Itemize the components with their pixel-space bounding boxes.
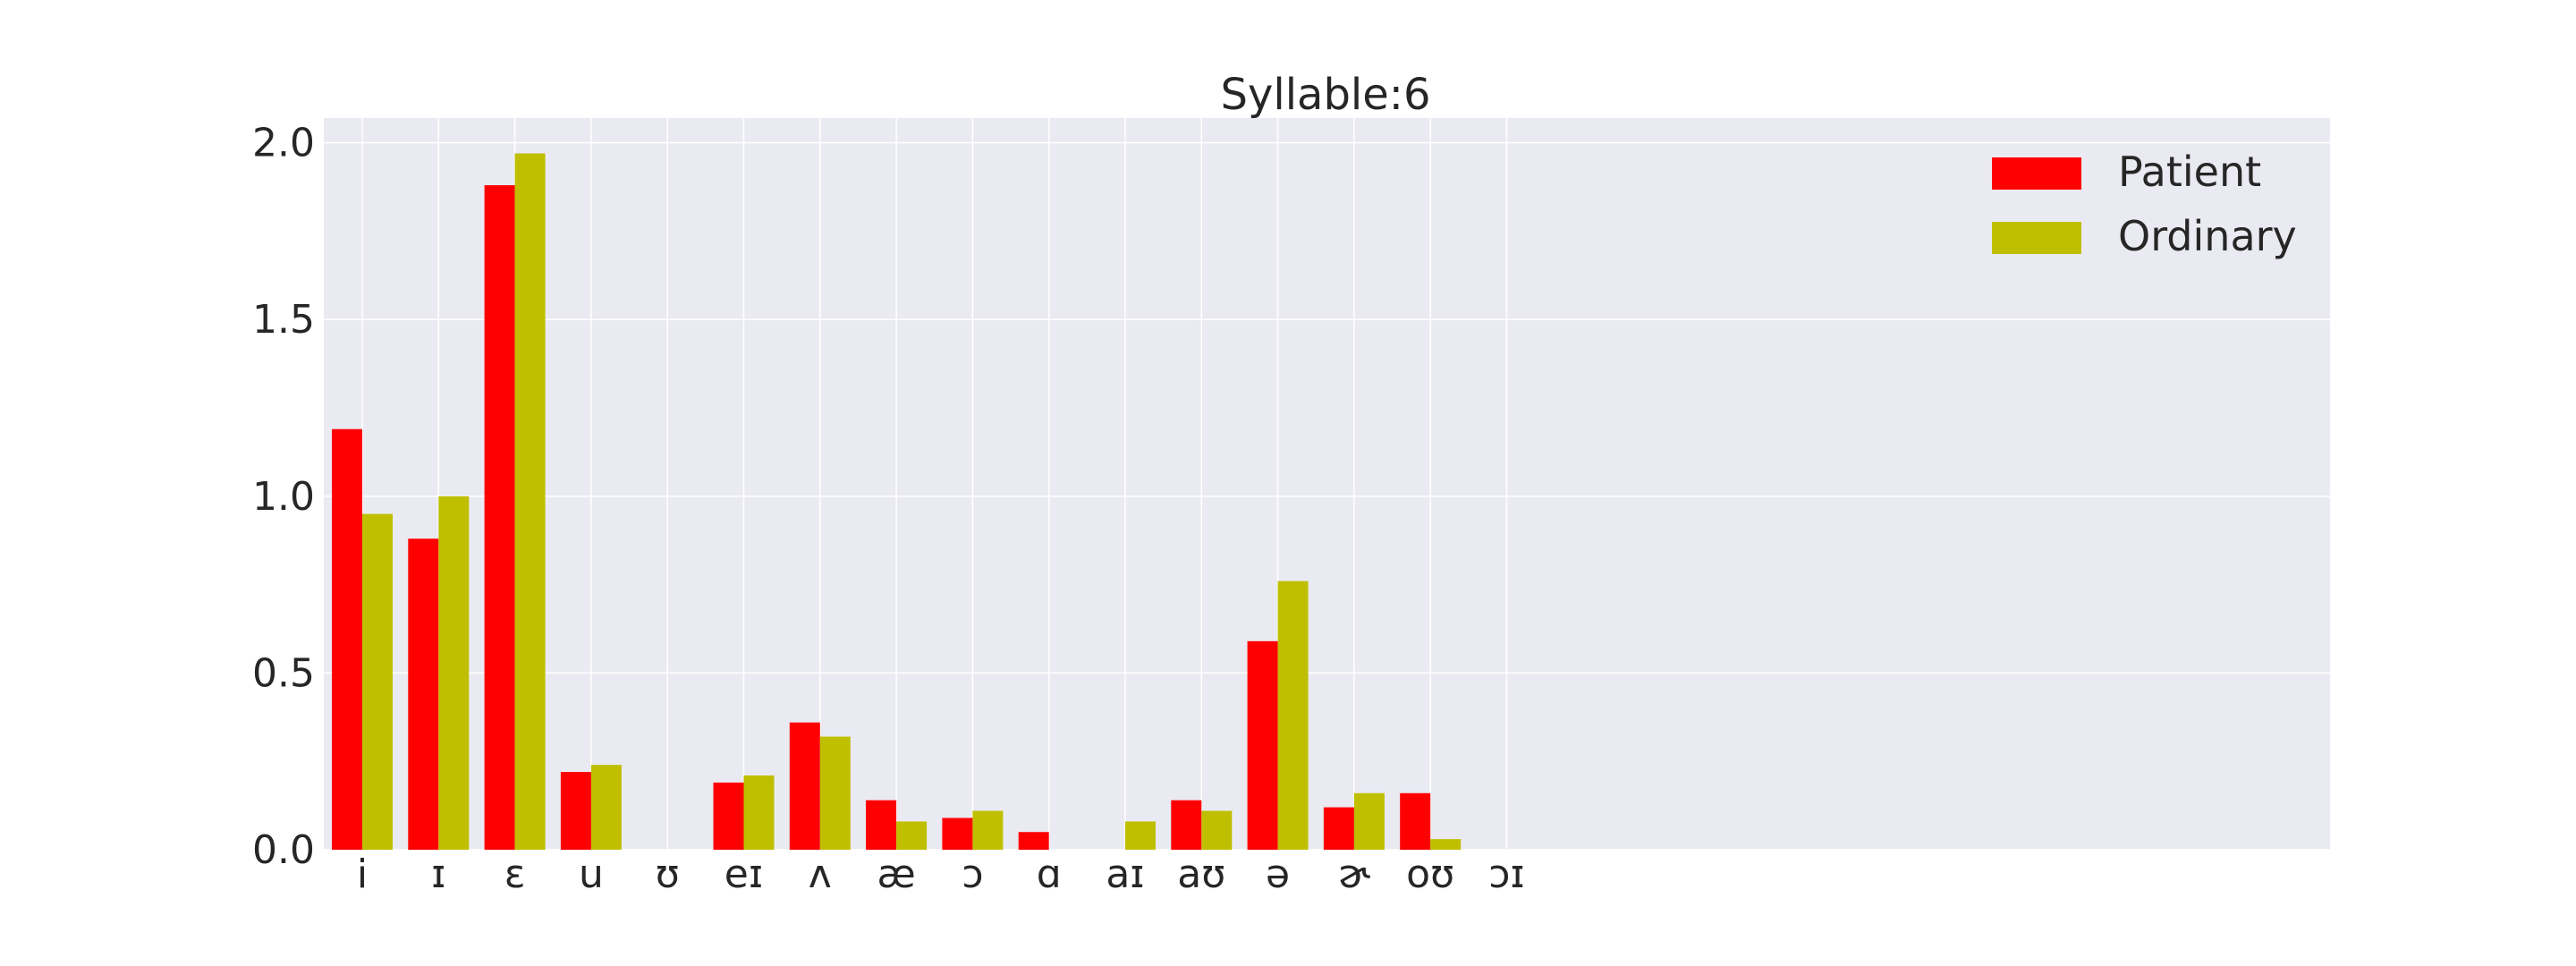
legend-label-ordinary: Ordinary (2118, 212, 2297, 260)
legend: Patient Ordinary (1992, 148, 2297, 260)
x-tick-label: ɪ (431, 852, 445, 897)
bar-patient-9 (1018, 832, 1049, 850)
x-tick-label: ʌ (809, 852, 832, 897)
x-tick-label: ɔɪ (1488, 852, 1525, 897)
bar-ordinary-5 (743, 775, 775, 850)
bar-ordinary-14 (1430, 839, 1462, 850)
x-tick-label: eɪ (724, 852, 763, 897)
bars (332, 153, 1462, 850)
bar-ordinary-6 (819, 736, 851, 850)
x-tick-label: oʊ (1406, 852, 1454, 897)
y-tick-label: 2.0 (252, 121, 315, 166)
bar-ordinary-12 (1277, 580, 1309, 850)
bar-patient-1 (408, 538, 439, 850)
bar-ordinary-11 (1201, 810, 1233, 850)
bar-patient-13 (1323, 807, 1354, 850)
bar-patient-5 (713, 782, 744, 850)
x-tick-label: u (579, 852, 604, 897)
y-tick-label: 0.0 (252, 827, 315, 873)
bar-ordinary-8 (972, 810, 1004, 850)
bar-patient-6 (789, 722, 820, 850)
bar-ordinary-7 (896, 821, 928, 850)
bar-ordinary-10 (1125, 821, 1156, 850)
y-tick-label: 0.5 (252, 650, 315, 696)
bar-patient-0 (332, 428, 362, 850)
x-tick-label: ɔ (962, 852, 983, 897)
x-axis-ticks: i ɪ ɛ u ʊ eɪ ʌ æ ɔ ɑ aɪ aʊ ə ɚ oʊ ɔɪ (357, 852, 1525, 897)
bar-patient-11 (1171, 800, 1202, 850)
y-axis-ticks: 0.0 0.5 1.0 1.5 2.0 (252, 121, 315, 873)
legend-label-patient: Patient (2118, 148, 2261, 196)
bar-patient-14 (1400, 792, 1431, 850)
bar-patient-12 (1247, 640, 1278, 850)
grid-lines (324, 118, 2330, 851)
bar-ordinary-0 (362, 513, 393, 850)
bar-patient-7 (866, 800, 897, 850)
bar-ordinary-1 (438, 496, 470, 850)
bar-ordinary-3 (590, 765, 622, 850)
x-tick-label: æ (877, 852, 915, 897)
x-tick-label: ɑ (1037, 852, 1062, 897)
legend-swatch-ordinary (1992, 222, 2081, 254)
bar-ordinary-2 (514, 153, 546, 850)
bar-ordinary-13 (1353, 792, 1385, 850)
x-tick-label: ɛ (504, 852, 526, 897)
x-tick-label: aɪ (1106, 852, 1144, 897)
y-tick-label: 1.5 (252, 297, 315, 343)
legend-swatch-patient (1992, 157, 2081, 190)
x-tick-label: ʊ (656, 852, 680, 897)
y-tick-label: 1.0 (252, 474, 315, 520)
bar-patient-8 (942, 818, 973, 850)
bar-patient-2 (484, 185, 515, 850)
x-tick-label: i (357, 852, 368, 897)
bar-patient-3 (560, 772, 591, 850)
chart-title: Syllable:6 (1220, 70, 1430, 120)
x-tick-label: aʊ (1177, 852, 1225, 897)
x-tick-label: ə (1266, 852, 1290, 897)
x-tick-label: ɚ (1338, 852, 1370, 897)
